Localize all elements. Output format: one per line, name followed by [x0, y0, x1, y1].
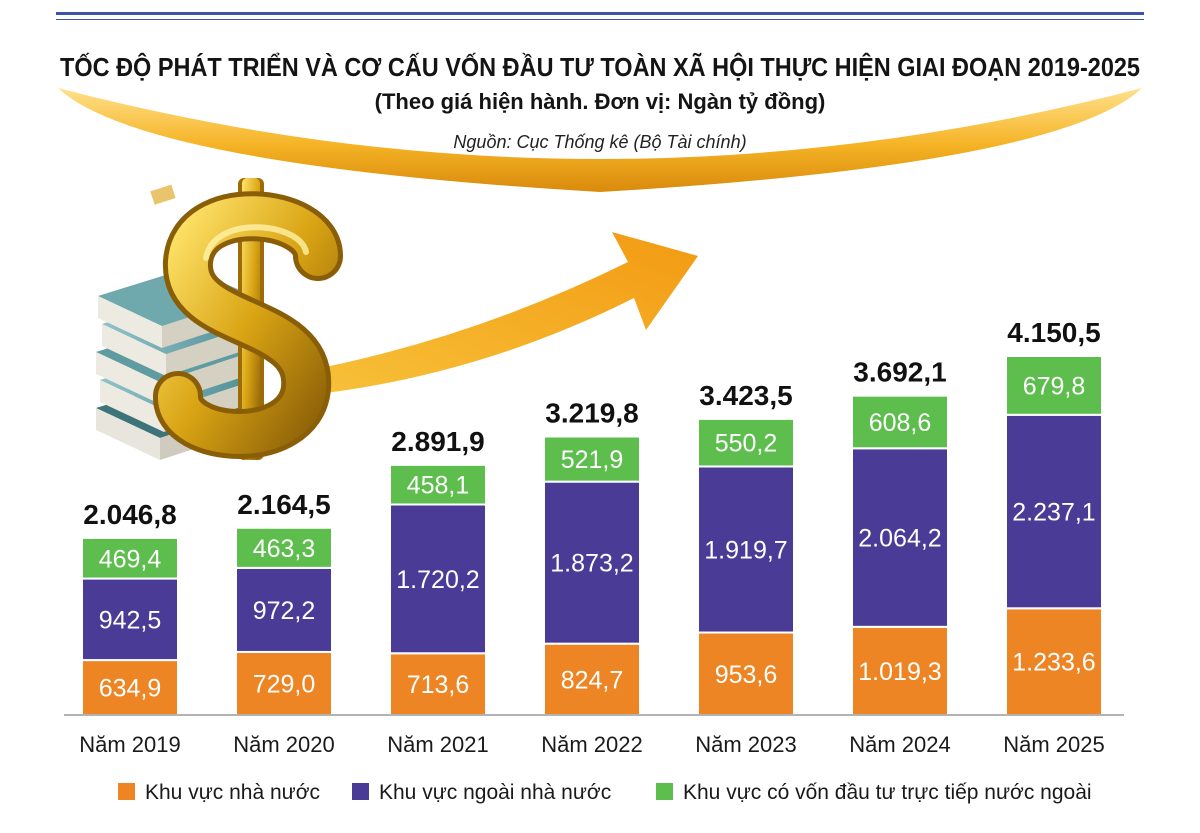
fdi-segment-label-6: 608,6 [869, 409, 932, 437]
non-state-segment-label-7: 2.237,1 [1012, 499, 1095, 527]
top-rule-thin [56, 19, 1144, 20]
x-tick-label-2: Năm 2020 [233, 732, 335, 757]
total-label-6: 3.692,1 [853, 357, 946, 388]
header-swoosh [58, 88, 1142, 192]
fdi-segment-7 [1005, 355, 1103, 416]
non-state-segment-label-5: 1.919,7 [704, 536, 787, 564]
total-label-3: 2.891,9 [391, 426, 484, 457]
fdi-segment-4 [543, 435, 641, 483]
fdi-segment-3 [389, 463, 487, 506]
state-segment-5 [697, 631, 795, 717]
x-tick-label-3: Năm 2021 [387, 732, 489, 757]
non-state-segment-2 [235, 566, 333, 653]
fdi-segment-label-2: 463,3 [253, 535, 316, 563]
state-segment-label-5: 953,6 [715, 661, 778, 689]
non-state-segment-6 [851, 447, 949, 628]
top-rule-thick [56, 12, 1144, 15]
non-state-segment-label-2: 972,2 [253, 597, 316, 625]
non-state-segment-1 [81, 577, 179, 662]
state-segment-label-7: 1.233,6 [1012, 649, 1095, 677]
legend-label-2: Khu vực ngoài nhà nước [379, 781, 611, 804]
state-segment-6 [851, 625, 949, 716]
legend-swatch-2 [352, 783, 369, 800]
total-label-7: 4.150,5 [1007, 317, 1100, 348]
x-tick-label-5: Năm 2023 [695, 732, 797, 757]
x-tick-label-7: Năm 2025 [1003, 732, 1105, 757]
state-segment-3 [389, 652, 487, 716]
state-segment-2 [235, 650, 333, 716]
state-segment-1 [81, 659, 179, 716]
fdi-segment-5 [697, 417, 795, 468]
non-state-segment-4 [543, 480, 641, 645]
x-tick-label-4: Năm 2022 [541, 732, 643, 757]
state-segment-label-3: 713,6 [407, 671, 470, 699]
fdi-segment-label-3: 458,1 [407, 472, 470, 500]
x-axis-tick-labels: Năm 2019 Năm 2020 Năm 2021 Năm 2022 Năm 2023… [79, 732, 1105, 757]
legend: Khu vực nhà nước Khu vực ngoài nhà nước Kh… [118, 781, 1092, 804]
legend-label-1: Khu vực nhà nước [145, 781, 320, 804]
header-swoosh-inner [58, 88, 1142, 147]
legend-swatch-3 [656, 783, 673, 800]
chart-subtitle: (Theo giá hiện hành. Đơn vị: Ngàn tỷ đồn… [375, 89, 826, 114]
fdi-segment-label-7: 679,8 [1023, 372, 1086, 400]
fdi-segment-6 [851, 394, 949, 450]
bars-layer [81, 355, 1103, 717]
x-tick-label-1: Năm 2019 [79, 732, 181, 757]
fdi-segment-label-1: 469,4 [99, 545, 162, 573]
total-label-2: 2.164,5 [237, 489, 330, 520]
x-tick-label-6: Năm 2024 [849, 732, 951, 757]
non-state-segment-5 [697, 465, 795, 634]
total-label-1: 2.046,8 [83, 499, 176, 530]
non-state-segment-label-4: 1.873,2 [550, 550, 633, 578]
state-segment-label-6: 1.019,3 [858, 658, 941, 686]
non-state-segment-7 [1005, 413, 1103, 610]
state-segment-label-1: 634,9 [99, 675, 162, 703]
growth-arrow-icon [300, 232, 698, 396]
fdi-segment-label-5: 550,2 [715, 430, 778, 458]
labels-layer: 634,9 942,5 469,4 2.046,8 729,0 972,2 463,3 2.1… [83, 317, 1100, 703]
total-label-5: 3.423,5 [699, 380, 792, 411]
chart-source: Nguồn: Cục Thống kê (Bộ Tài chính) [453, 132, 746, 152]
non-state-segment-label-6: 2.064,2 [858, 525, 941, 553]
dollar-sign-icon [153, 178, 343, 460]
legend-label-3: Khu vực có vốn đầu tư trực tiếp nước ngo… [683, 781, 1092, 804]
total-label-4: 3.219,8 [545, 398, 638, 429]
fdi-segment-label-4: 521,9 [561, 446, 624, 474]
fdi-segment-2 [235, 526, 333, 569]
fdi-segment-1 [81, 536, 179, 580]
legend-swatch-1 [118, 783, 135, 800]
chart-title: TỐC ĐỘ PHÁT TRIỂN VÀ CƠ CẤU VỐN ĐẦU TƯ T… [60, 52, 1140, 82]
state-segment-label-4: 824,7 [561, 666, 624, 694]
non-state-segment-label-1: 942,5 [99, 606, 162, 634]
state-segment-label-2: 729,0 [253, 670, 316, 698]
non-state-segment-label-3: 1.720,2 [396, 566, 479, 594]
non-state-segment-3 [389, 503, 487, 655]
